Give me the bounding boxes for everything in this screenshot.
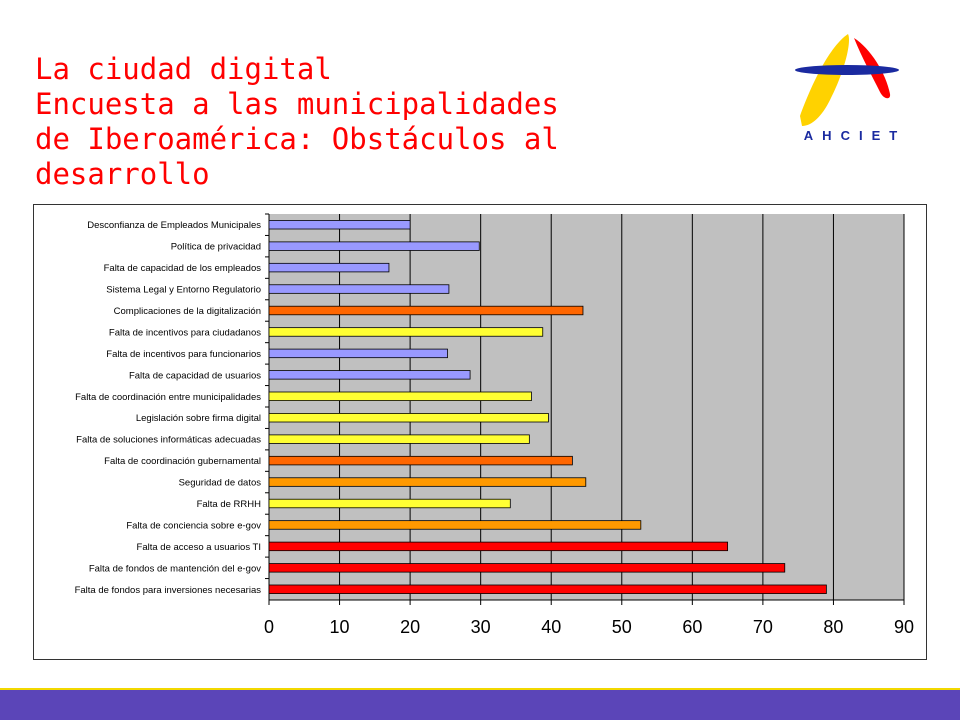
plot-background — [269, 214, 904, 600]
bar — [268, 391, 532, 401]
bar — [268, 284, 450, 294]
bar — [268, 262, 390, 273]
category-label: Complicaciones de la digitalización — [114, 306, 261, 317]
category-label: Falta de capacidad de usuarios — [129, 370, 261, 381]
bar — [268, 241, 480, 251]
category-label: Falta de incentivos para ciudadanos — [109, 327, 261, 338]
footer-bar — [0, 688, 960, 720]
category-label: Falta de soluciones informáticas adecuad… — [76, 435, 261, 446]
category-label: Falta de RRHH — [197, 499, 262, 510]
category-label: Falta de fondos de mantención del e-gov — [89, 563, 261, 574]
bar — [268, 498, 511, 509]
title-line: desarrollo — [35, 157, 210, 191]
category-label: Desconfianza de Empleados Municipales — [87, 220, 261, 231]
bar — [268, 477, 587, 487]
category-label: Falta de coordinación gubernamental — [104, 456, 261, 467]
category-label: Falta de coordinación entre municipalida… — [75, 392, 261, 403]
x-tick-label: 90 — [894, 617, 914, 637]
bar — [268, 413, 549, 423]
bar — [268, 584, 827, 594]
slide-title: La ciudad digital Encuesta a las municip… — [35, 52, 675, 192]
bar — [268, 370, 471, 380]
category-label: Falta de fondos para inversiones necesar… — [75, 585, 262, 596]
category-label: Falta de conciencia sobre e-gov — [126, 520, 261, 531]
x-tick-label: 0 — [264, 617, 274, 637]
x-tick-label: 20 — [400, 617, 420, 637]
title-line: de Iberoamérica: Obstáculos al — [35, 122, 559, 156]
x-tick-label: 70 — [753, 617, 773, 637]
bar-chart: 0 10 20 30 40 50 60 70 80 90 Desconfianza de Emple… — [75, 213, 914, 637]
category-label: Legislación sobre firma digital — [136, 413, 261, 424]
bar — [268, 455, 573, 466]
logo-wordmark: AHCIET — [804, 128, 906, 143]
category-label: Falta de capacidad de los empleados — [104, 263, 262, 274]
bar — [268, 541, 729, 552]
chart-area: 0 10 20 30 40 50 60 70 80 90 Desconfianza de Emple… — [33, 204, 927, 660]
ahciet-logo-icon: AHCIET — [795, 34, 906, 143]
category-label: Seguridad de datos — [179, 478, 262, 489]
x-tick-label: 50 — [612, 617, 632, 637]
category-label: Política de privacidad — [171, 242, 261, 253]
bar — [268, 305, 584, 316]
x-tick-label: 10 — [330, 617, 350, 637]
category-label: Falta de incentivos para funcionarios — [106, 349, 261, 360]
bar — [268, 434, 530, 444]
category-label: Sistema Legal y Entorno Regulatorio — [106, 285, 261, 296]
bar — [268, 327, 544, 337]
x-tick-label: 60 — [682, 617, 702, 637]
title-line: La ciudad digital — [35, 52, 332, 86]
x-tick-label: 80 — [823, 617, 843, 637]
x-tick-label: 30 — [471, 617, 491, 637]
x-tick-label: 40 — [541, 617, 561, 637]
bar — [268, 520, 642, 530]
category-label: Falta de acceso a usuarios TI — [137, 542, 261, 553]
bar — [268, 220, 411, 230]
bar — [268, 563, 786, 573]
ahciet-logo: AHCIET — [790, 28, 920, 153]
title-line: Encuesta a las municipalidades — [35, 87, 559, 121]
bar — [268, 348, 448, 359]
